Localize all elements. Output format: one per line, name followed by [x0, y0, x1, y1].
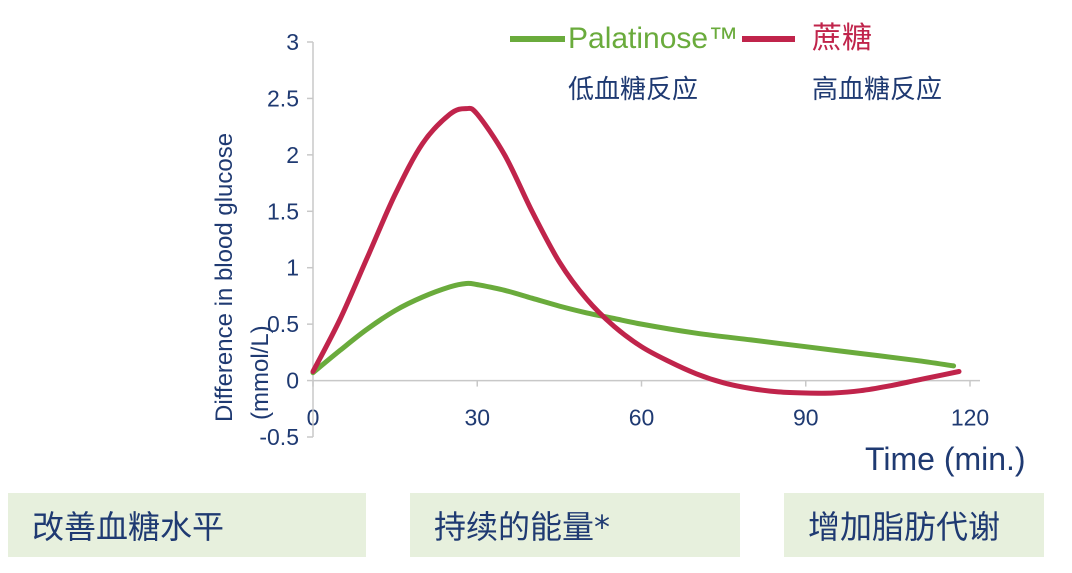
benefit-label: 持续的能量*: [434, 508, 611, 546]
glucose-chart: 3 2.5 2 1.5 1 0.5 0 -0.5 0 30 60 90 120 Difference …: [211, 21, 1026, 477]
legend-sub-sucrose: 高血糖反应: [812, 75, 942, 105]
benefit-box-fat-metabolism: 增加脂肪代谢: [784, 493, 1044, 557]
x-tick-label: 120: [951, 405, 989, 431]
benefit-box-energy: 持续的能量*: [410, 493, 740, 557]
x-tick-label: 60: [629, 405, 655, 431]
series-lines: [310, 105, 962, 396]
benefit-label: 增加脂肪代谢: [808, 508, 1001, 546]
series-line-sucrose: [310, 105, 962, 396]
x-axis-ticks: 0 30 60 90 120: [307, 380, 989, 431]
y-tick-label: 1.5: [267, 198, 299, 224]
x-tick-label: 90: [793, 405, 819, 431]
y-axis-label: Difference in blood glucose: [211, 133, 238, 422]
x-tick-label: 30: [464, 405, 490, 431]
series-line-palatinose: [310, 280, 957, 376]
y-axis-ticks: 3 2.5 2 1.5 1 0.5 0 -0.5: [259, 29, 313, 450]
legend-label-sucrose: 蔗糖: [812, 21, 872, 56]
legend-label-palatinose: Palatinose™: [568, 22, 738, 55]
legend: Palatinose™ 蔗糖 低血糖反应 高血糖反应: [510, 21, 942, 105]
y-tick-label: 0.5: [267, 311, 299, 337]
y-tick-label: -0.5: [259, 424, 299, 450]
legend-sub-palatinose: 低血糖反应: [568, 75, 698, 105]
benefit-box-blood-sugar: 改善血糖水平: [8, 493, 366, 557]
x-axis-label: Time (min.): [865, 441, 1026, 477]
y-tick-label: 2: [286, 142, 299, 168]
y-axis-label-unit: (mmol/L): [247, 325, 274, 420]
benefit-label: 改善血糖水平: [32, 508, 225, 546]
y-tick-label: 1: [286, 255, 299, 281]
y-tick-label: 2.5: [267, 85, 299, 111]
y-tick-label: 3: [286, 29, 299, 55]
y-tick-label: 0: [286, 368, 299, 394]
